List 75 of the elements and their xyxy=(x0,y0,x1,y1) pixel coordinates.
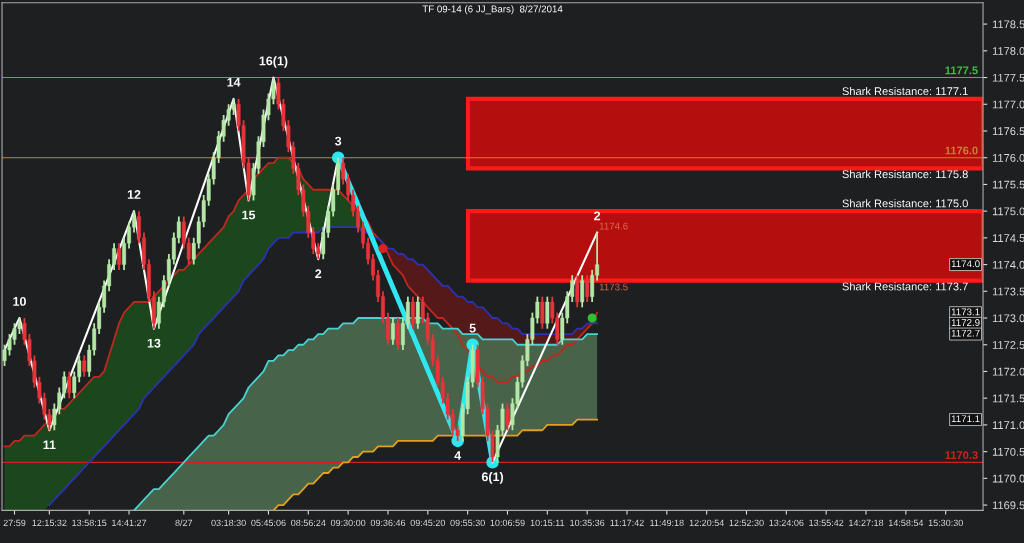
x-tick-label: 10:15:11 xyxy=(530,519,565,527)
x-tick-label: 12:52:30 xyxy=(729,519,764,527)
band-label: Shark Resistance: 1175.0 xyxy=(842,199,968,208)
ref-line-label: 1170.3 xyxy=(945,451,978,460)
x-tick-label: 10:35:36 xyxy=(570,519,605,527)
y-tick-label: 1174.0 xyxy=(992,260,1024,269)
annotation: 1174.6 xyxy=(599,222,628,230)
x-tick-label: 13:24:06 xyxy=(769,519,804,527)
annotation: 1174.0 xyxy=(951,260,980,268)
x-tick-label: 12:20:54 xyxy=(689,519,724,527)
y-tick-label: 1178.0 xyxy=(992,47,1024,55)
x-tick-label: 27:59 xyxy=(3,519,26,527)
y-tick-label: 1177.0 xyxy=(992,100,1024,109)
x-tick-label: 12:15:32 xyxy=(32,519,67,527)
y-tick-label: 1178.5 xyxy=(992,20,1024,29)
y-tick-label: 1173.5 xyxy=(992,287,1024,296)
y-tick-label: 1174.5 xyxy=(992,234,1024,242)
y-tick-label: 1173.0 xyxy=(992,314,1024,323)
x-tick-label: 14:58:54 xyxy=(888,519,924,527)
annotation: 14 xyxy=(227,78,241,87)
point xyxy=(587,313,597,323)
x-tick-label: 03:18:30 xyxy=(211,519,246,527)
annotation: 1173.5 xyxy=(599,283,628,291)
annotation: 3 xyxy=(334,136,342,146)
x-tick-label: 15:30:30 xyxy=(928,519,963,527)
x-tick-label: 09:45:20 xyxy=(410,519,446,527)
point xyxy=(378,244,388,254)
x-tick-label: 11:49:18 xyxy=(650,519,684,527)
annotation: Shark Resistance: 1173.7 xyxy=(842,282,968,291)
y-tick-label: 1175.0 xyxy=(992,207,1024,216)
y-tick-label: 1172.5 xyxy=(992,341,1024,349)
annotation: Shark Resistance: 1175.8 xyxy=(842,169,968,179)
annotation: 10 xyxy=(13,296,26,306)
x-tick-label: 09:36:46 xyxy=(370,519,406,527)
annotation: 13 xyxy=(147,338,161,348)
x-tick-label: 09:55:30 xyxy=(450,519,485,527)
y-tick-label: 1171.5 xyxy=(992,394,1024,403)
annotation: 15 xyxy=(242,210,256,220)
y-tick-label: 1176.5 xyxy=(992,127,1024,136)
annotation: 1172.9 xyxy=(951,319,980,326)
annotation: 1173.1 xyxy=(951,308,980,316)
annotation: 16(1) xyxy=(259,56,288,68)
y-tick-label: 1169.5 xyxy=(992,501,1024,510)
y-tick-label: 1177.5 xyxy=(992,73,1024,82)
y-tick-label: 1172.0 xyxy=(992,367,1024,376)
x-tick-label: 05:45:06 xyxy=(251,519,286,527)
x-tick-label: 11:17:42 xyxy=(610,519,644,526)
x-tick-label: 10:06:59 xyxy=(490,519,525,527)
annotation: 2 xyxy=(315,269,322,279)
y-tick-label: 1171.0 xyxy=(992,421,1024,430)
x-tick-label: 8/27 xyxy=(175,519,193,527)
x-tick-label: 08:56:24 xyxy=(291,519,326,527)
x-tick-label: 14:41:27 xyxy=(112,519,147,526)
y-tick-label: 1176.0 xyxy=(992,153,1024,162)
annotation: 1171.1 xyxy=(951,415,980,423)
y-tick-label: 1175.5 xyxy=(992,180,1024,189)
x-tick-label: 09:30:00 xyxy=(330,519,366,527)
x-tick-label: 14:27:18 xyxy=(849,519,884,527)
annotation: 11 xyxy=(43,440,56,450)
annotation: 1172.7 xyxy=(951,329,980,337)
y-tick-label: 1170.0 xyxy=(992,474,1024,483)
ref-line-label: 1176.0 xyxy=(945,146,978,155)
y-tick-label: 1170.5 xyxy=(992,447,1024,456)
annotation: 5 xyxy=(469,323,476,333)
band-label: Shark Resistance: 1177.1 xyxy=(842,86,968,96)
candlestick xyxy=(505,402,510,432)
annotation: 4 xyxy=(454,451,462,460)
annotation: 12 xyxy=(127,190,141,199)
chart-title: TF 09-14 (6 JJ_Bars) 8/27/2014 xyxy=(422,5,563,15)
x-tick-label: 13:58:15 xyxy=(72,519,107,527)
annotation: 6(1) xyxy=(481,472,504,484)
ref-line-label: 1177.5 xyxy=(945,66,978,75)
line-series xyxy=(272,418,599,511)
annotation: 2 xyxy=(594,211,601,221)
x-tick-label: 13:55:42 xyxy=(809,519,844,527)
